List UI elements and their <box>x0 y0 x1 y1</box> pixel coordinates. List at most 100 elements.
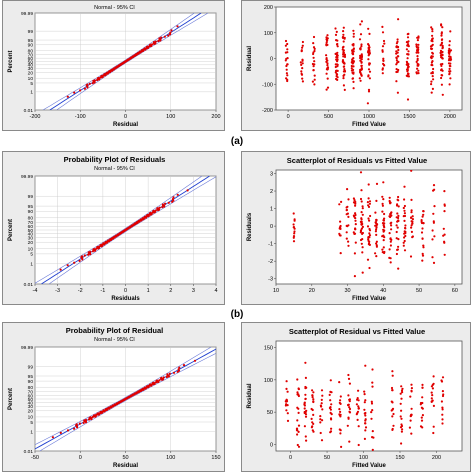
fit-point <box>447 59 451 62</box>
fit-point <box>411 218 414 221</box>
fit-xtick-label: 0 <box>289 455 292 461</box>
fit-point <box>297 430 300 433</box>
fit-point <box>367 242 371 245</box>
fit-point <box>352 50 355 53</box>
prob-point <box>160 376 163 380</box>
prob-xtick-label: -2 <box>78 288 83 294</box>
fit-point <box>421 227 424 230</box>
fit-point <box>363 408 366 411</box>
fit-point <box>448 67 451 70</box>
fit-point <box>319 431 322 435</box>
fit-point <box>420 416 423 419</box>
fit-point <box>382 246 385 249</box>
fit-point <box>432 212 435 215</box>
fit-point <box>431 43 434 46</box>
prob-ylabel: Percent <box>8 219 14 241</box>
fit-point <box>286 63 289 66</box>
fit-point <box>410 389 413 392</box>
fit-point <box>440 380 444 383</box>
fit-point <box>354 219 357 222</box>
prob-point <box>186 189 189 192</box>
fit-point <box>441 46 444 49</box>
fit-point <box>416 59 419 62</box>
fit-point <box>440 400 443 403</box>
fit-point <box>375 228 378 231</box>
fit-point <box>351 77 355 80</box>
prob-ytick-label: 70 <box>28 52 34 58</box>
fit-point <box>382 230 385 233</box>
prob-point <box>89 416 92 419</box>
fit-point <box>432 184 436 187</box>
fit-point <box>304 361 307 364</box>
fit-point <box>360 61 363 64</box>
fit-ytick-label: 0 <box>270 57 273 63</box>
prob-xtick-label: 0 <box>79 455 82 461</box>
fit-point <box>360 20 363 23</box>
fit-point <box>395 80 398 83</box>
fit-point <box>433 235 436 238</box>
fit-point <box>357 443 360 447</box>
fit-point <box>297 445 301 448</box>
prob-subtitle: Normal - 95% CI <box>94 337 135 343</box>
fit-point <box>383 250 386 254</box>
fit-point <box>397 195 400 199</box>
fit-ytick-label: 1 <box>270 207 273 213</box>
prob-ytick-label: 20 <box>28 70 34 76</box>
fit-point <box>405 48 408 51</box>
prob-point <box>93 414 96 417</box>
fit-point <box>411 235 414 238</box>
prob-ytick-label: 20 <box>28 240 34 246</box>
prob-point <box>91 82 94 85</box>
prob-ytick-label: 90 <box>28 43 34 49</box>
fit-point <box>397 60 400 64</box>
fit-point <box>397 245 400 248</box>
fit-point <box>325 72 328 75</box>
fit-point <box>406 44 409 47</box>
fit-point <box>429 45 433 48</box>
fit-point <box>409 415 412 418</box>
fit-point <box>391 428 394 431</box>
fit-point <box>421 386 424 389</box>
fit-point <box>352 87 355 90</box>
fit-plot-area <box>275 169 463 285</box>
prob-point <box>82 421 85 424</box>
fit-point <box>371 430 374 433</box>
prob-plot-panel-c: Probability Plot of Residual Normal - 95%… <box>2 322 225 472</box>
fit-point <box>329 406 332 409</box>
fit-point <box>345 224 348 227</box>
fit-point <box>416 49 419 52</box>
fit-point <box>352 80 355 83</box>
fit-point <box>374 230 377 233</box>
fit-point <box>371 448 374 451</box>
fit-point <box>448 52 451 56</box>
prob-xtick-label: 0 <box>124 114 127 120</box>
fit-point <box>301 46 304 49</box>
fit-point <box>375 255 378 258</box>
fit-point <box>285 403 288 406</box>
fit-point <box>286 42 289 46</box>
fit-point <box>381 248 384 251</box>
fit-plot-content <box>292 170 446 278</box>
fit-point <box>440 68 443 71</box>
fit-ytick-label: 0 <box>270 443 273 449</box>
fit-point <box>432 404 435 407</box>
prob-ytick-label: 80 <box>28 216 34 222</box>
fit-point <box>361 213 364 216</box>
fit-point <box>368 62 371 65</box>
fit-point <box>319 421 322 424</box>
fit-point <box>406 53 409 56</box>
fit-ytick-label: -100 <box>262 82 273 88</box>
fit-point <box>339 227 342 230</box>
fit-point <box>292 226 295 229</box>
fit-point <box>343 55 347 59</box>
fit-xtick-label: 20 <box>309 288 315 294</box>
fit-point <box>441 26 444 29</box>
prob-point <box>83 419 86 422</box>
fit-point <box>360 43 363 46</box>
fit-point <box>410 209 413 212</box>
prob-point <box>87 418 91 421</box>
fit-point <box>370 400 373 403</box>
fit-point <box>440 76 443 80</box>
prob-ytick-label: 5 <box>30 252 33 258</box>
fit-point <box>321 419 324 422</box>
